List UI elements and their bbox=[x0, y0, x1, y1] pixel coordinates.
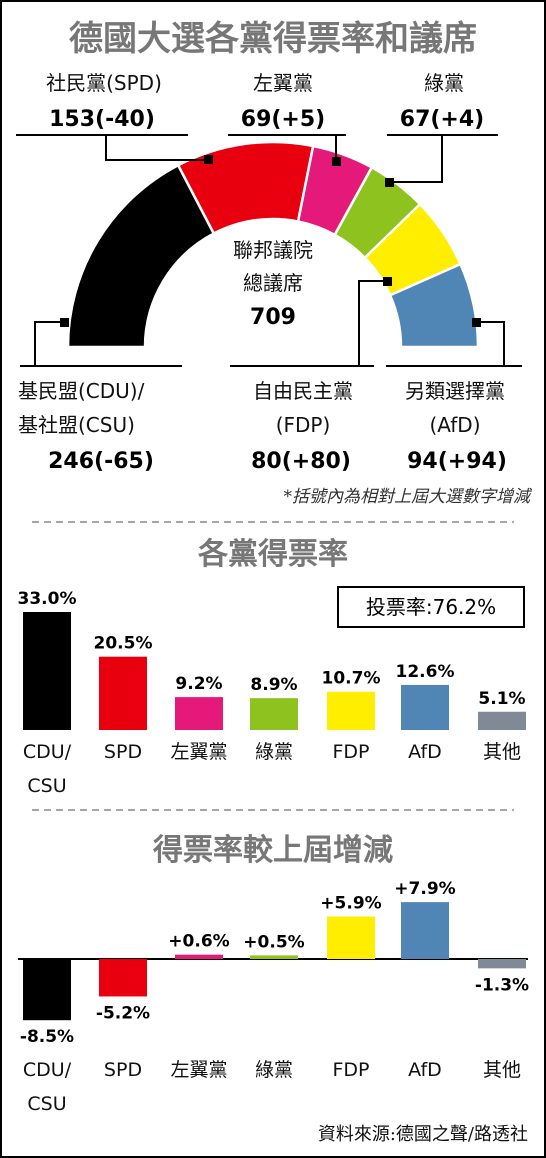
spd-name: 社民黨(SPD) bbox=[46, 71, 162, 95]
category-label: 其他 bbox=[483, 1059, 521, 1081]
bar-6 bbox=[478, 959, 526, 969]
bar-2 bbox=[175, 697, 223, 730]
bar-value-label: 33.0% bbox=[18, 589, 77, 609]
category-label: AfD bbox=[408, 741, 442, 763]
source-note: 資料來源:德國之聲/路透社 bbox=[318, 1124, 528, 1145]
bar-value-label: -8.5% bbox=[20, 1027, 74, 1047]
bar-value-label: -5.2% bbox=[96, 1003, 150, 1023]
category-label: SPD bbox=[104, 741, 142, 763]
bar-value-label: 12.6% bbox=[396, 662, 455, 682]
bar-value-label: 8.9% bbox=[250, 675, 297, 695]
afd-seats: 94(+94) bbox=[407, 449, 507, 474]
leader-dots bbox=[60, 155, 481, 327]
cdu-seats: 246(-65) bbox=[48, 449, 154, 474]
parliament-label: 聯邦議院 bbox=[233, 238, 313, 262]
category-label: AfD bbox=[408, 1059, 442, 1081]
cdu-dot bbox=[60, 318, 69, 327]
bar-4 bbox=[327, 916, 375, 959]
green-leader bbox=[390, 135, 443, 183]
category-label: 左翼黨 bbox=[170, 741, 227, 763]
bar-value-label: -1.3% bbox=[475, 975, 529, 995]
cdu-leader bbox=[34, 321, 64, 366]
category-label: FDP bbox=[332, 741, 369, 763]
turnout-label: 投票率:76.2% bbox=[366, 595, 496, 619]
bar-1 bbox=[99, 656, 147, 730]
fdp-leader bbox=[358, 280, 388, 366]
category-label: 綠黨 bbox=[255, 1059, 293, 1081]
total-seats-value: 709 bbox=[250, 305, 296, 330]
bar-6 bbox=[478, 711, 526, 730]
afd-dot bbox=[472, 318, 481, 327]
bar-value-label: 9.2% bbox=[175, 674, 222, 694]
afd-name-2: (AfD) bbox=[429, 413, 480, 437]
bar-value-label: +5.9% bbox=[320, 894, 381, 914]
cdu-name-2: 基社盟(CSU) bbox=[18, 413, 135, 437]
left-dot bbox=[332, 157, 341, 166]
category-label: 左翼黨 bbox=[170, 1059, 227, 1081]
cdu-name-1: 基民盟(CDU)/ bbox=[18, 379, 145, 403]
bar-value-label: 20.5% bbox=[94, 634, 153, 654]
change-title: 得票率較上屆增減 bbox=[152, 833, 393, 868]
bar-5 bbox=[401, 684, 449, 730]
bar-value-label: +0.6% bbox=[168, 932, 229, 952]
green-seats: 67(+4) bbox=[400, 107, 484, 132]
bar-4 bbox=[327, 691, 375, 730]
vote-share-title: 各黨得票率 bbox=[197, 537, 348, 572]
fdp-seats: 80(+80) bbox=[251, 449, 351, 474]
category-label: 其他 bbox=[483, 741, 521, 763]
bar-3 bbox=[250, 955, 298, 959]
bar-2 bbox=[175, 954, 223, 959]
green-name: 綠黨 bbox=[424, 71, 464, 95]
category-label: CSU bbox=[27, 1093, 66, 1115]
green-dot bbox=[385, 178, 394, 187]
main-title: 德國大選各黨得票率和議席 bbox=[69, 19, 477, 59]
fdp-dot bbox=[383, 277, 392, 286]
seat-arc-afd bbox=[388, 262, 480, 349]
left-seats: 69(+5) bbox=[241, 107, 325, 132]
footnote: *括號內為相對上屆大選數字增減 bbox=[284, 487, 533, 507]
total-seats-label: 總議席 bbox=[243, 271, 303, 295]
bar-value-label: 10.7% bbox=[322, 669, 381, 689]
category-label: CSU bbox=[27, 775, 66, 797]
change-bars: -8.5% CDU/CSU -5.2% SPD +0.6% 左翼黨 +0.5% 綠黨 +5.9%… bbox=[18, 879, 529, 1115]
category-label: FDP bbox=[332, 1059, 369, 1081]
category-label: CDU/ bbox=[23, 741, 72, 763]
spd-leader bbox=[105, 135, 209, 161]
bar-0 bbox=[23, 959, 71, 1021]
afd-leader bbox=[476, 321, 505, 366]
vote-share-bars: 33.0% CDU/CSU 20.5% SPD 9.2% 左翼黨 8.9% 綠黨 10.7% FD… bbox=[18, 589, 526, 797]
fdp-name-1: 自由民主黨 bbox=[253, 379, 353, 403]
bar-value-label: +0.5% bbox=[243, 932, 304, 952]
turnout-box bbox=[337, 586, 525, 628]
bar-value-label: 5.1% bbox=[478, 689, 525, 709]
seat-hemicycle bbox=[66, 140, 480, 349]
category-label: CDU/ bbox=[23, 1059, 72, 1081]
spd-seats: 153(-40) bbox=[49, 107, 155, 132]
category-label: 綠黨 bbox=[255, 741, 293, 763]
bar-value-label: +7.9% bbox=[394, 879, 455, 899]
spd-dot bbox=[204, 155, 213, 164]
afd-name-1: 另類選擇黨 bbox=[405, 379, 505, 403]
left-name: 左翼黨 bbox=[253, 71, 313, 95]
fdp-name-2: (FDP) bbox=[276, 413, 331, 437]
bar-5 bbox=[401, 902, 449, 959]
bar-0 bbox=[23, 612, 71, 730]
bar-3 bbox=[250, 698, 298, 730]
category-label: SPD bbox=[104, 1059, 142, 1081]
bar-1 bbox=[99, 959, 147, 997]
